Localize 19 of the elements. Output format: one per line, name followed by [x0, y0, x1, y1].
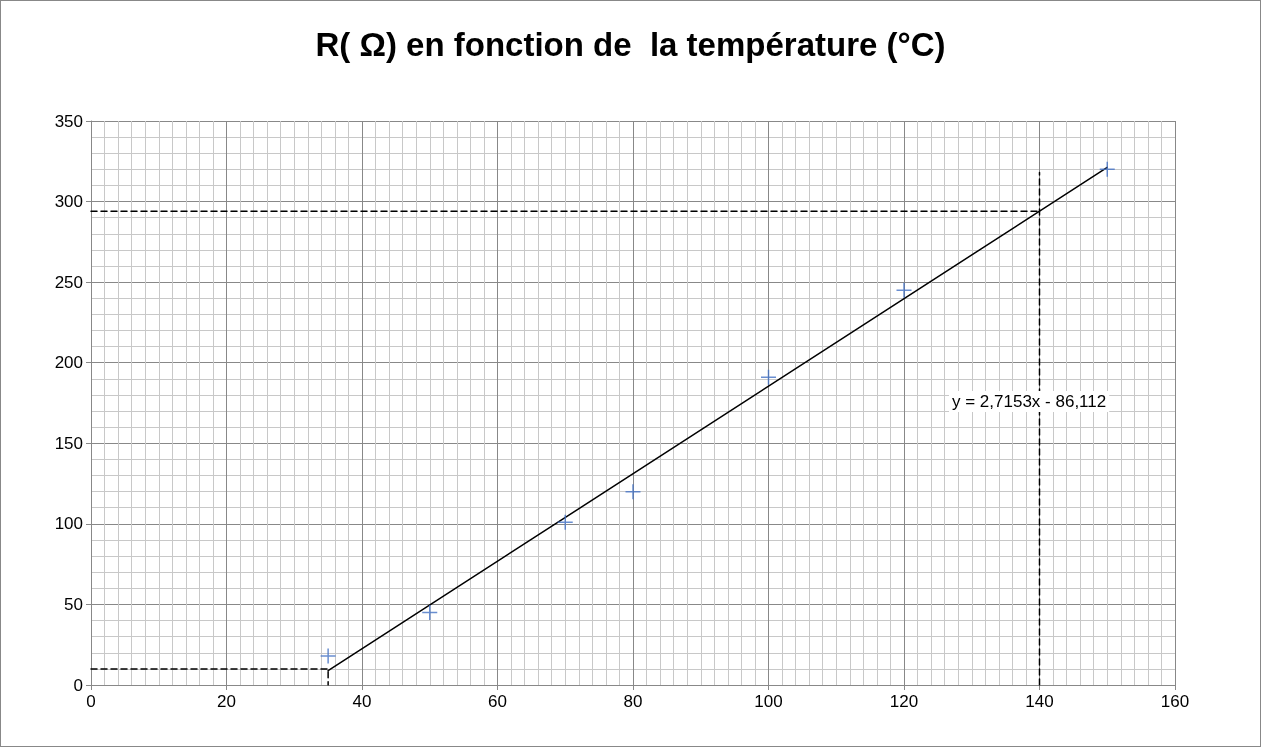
y-tick-label: 250: [54, 272, 83, 292]
x-tick-label: 0: [86, 692, 96, 711]
annotation: y = 2,7153x - 86,112: [952, 392, 1107, 411]
chart-title: R( Ω) en fonction de la température (°C): [315, 26, 946, 63]
y-tick-label: 350: [54, 111, 83, 131]
y-tick-label: 300: [54, 192, 83, 212]
x-tick-label: 100: [754, 692, 783, 711]
x-tick-label: 160: [1160, 692, 1190, 711]
x-tick-label: 140: [1025, 692, 1054, 711]
y-tick-label: 100: [54, 514, 83, 534]
x-tick-label: 40: [352, 692, 372, 711]
y-tick-label: 200: [54, 353, 83, 373]
y-tick-label: 150: [54, 433, 83, 453]
x-tick-label: 20: [217, 692, 236, 711]
y-tick-label: 0: [73, 675, 83, 695]
x-tick-label: 120: [889, 692, 919, 711]
x-tick-label: 60: [488, 692, 507, 711]
y-tick-label: 50: [64, 594, 83, 614]
x-tick-label: 80: [623, 692, 643, 711]
